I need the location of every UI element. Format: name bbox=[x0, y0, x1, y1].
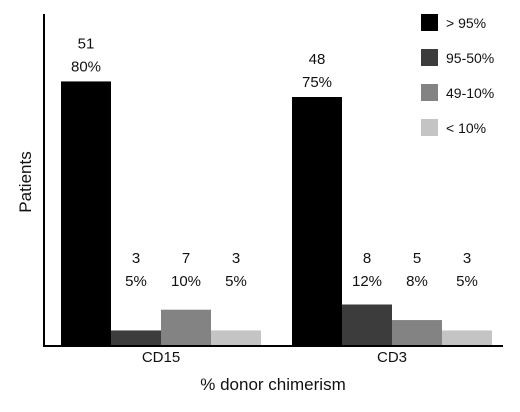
legend-label-10: < 10% bbox=[446, 120, 486, 136]
data-label-cd3-10-percent: 5% bbox=[456, 273, 478, 290]
bar-cd3-95 bbox=[292, 97, 342, 346]
x-tick-label-cd15: CD15 bbox=[142, 349, 180, 366]
bar-cd15-10 bbox=[211, 330, 261, 346]
legend-swatch-95-50 bbox=[421, 49, 438, 66]
data-label-cd15-95-50-count: 3 bbox=[132, 250, 140, 267]
bar-cd3-10 bbox=[442, 330, 492, 346]
data-label-cd3-49-10-percent: 8% bbox=[406, 273, 428, 290]
bar-cd15-49-10 bbox=[161, 309, 211, 346]
data-label-cd3-10-count: 3 bbox=[463, 250, 471, 267]
bar-cd15-95-50 bbox=[111, 330, 161, 346]
legend-swatch-10 bbox=[421, 119, 438, 136]
bar-cd3-49-10 bbox=[392, 320, 442, 346]
legend-swatch-49-10 bbox=[421, 84, 438, 101]
legend: > 95% 95-50% 49-10% < 10% bbox=[421, 14, 494, 136]
y-axis-label: Patients bbox=[16, 151, 35, 212]
x-tick-label-cd3: CD3 bbox=[377, 349, 407, 366]
legend-label-95-50: 95-50% bbox=[446, 50, 494, 66]
legend-label-49-10: 49-10% bbox=[446, 85, 494, 101]
data-label-cd15-95-percent: 80% bbox=[71, 58, 101, 75]
data-label-cd15-95-50-percent: 5% bbox=[125, 273, 147, 290]
data-label-cd15-10-count: 3 bbox=[232, 250, 240, 267]
data-labels-group: 51 80% 3 5% 7 10% 3 5% 48 75% 8 12% 5 8% 3 5% bbox=[71, 35, 478, 290]
data-label-cd3-95-50-percent: 12% bbox=[352, 273, 382, 290]
data-label-cd3-49-10-count: 5 bbox=[413, 250, 421, 267]
data-label-cd15-49-10-percent: 10% bbox=[171, 273, 201, 290]
bars-group bbox=[61, 81, 492, 346]
data-label-cd15-95-count: 51 bbox=[78, 35, 95, 52]
data-label-cd15-49-10-count: 7 bbox=[182, 250, 190, 267]
tick-labels-group: CD15 CD3 bbox=[142, 349, 407, 366]
x-axis-label: % donor chimerism bbox=[200, 375, 346, 394]
data-label-cd3-95-50-count: 8 bbox=[363, 250, 371, 267]
legend-swatch-95 bbox=[421, 14, 438, 31]
bar-cd15-95 bbox=[61, 81, 111, 346]
data-label-cd3-95-count: 48 bbox=[309, 51, 326, 68]
data-label-cd15-10-percent: 5% bbox=[225, 273, 247, 290]
data-label-cd3-95-percent: 75% bbox=[302, 74, 332, 91]
legend-label-95: > 95% bbox=[446, 15, 486, 31]
bar-cd3-95-50 bbox=[342, 304, 392, 346]
